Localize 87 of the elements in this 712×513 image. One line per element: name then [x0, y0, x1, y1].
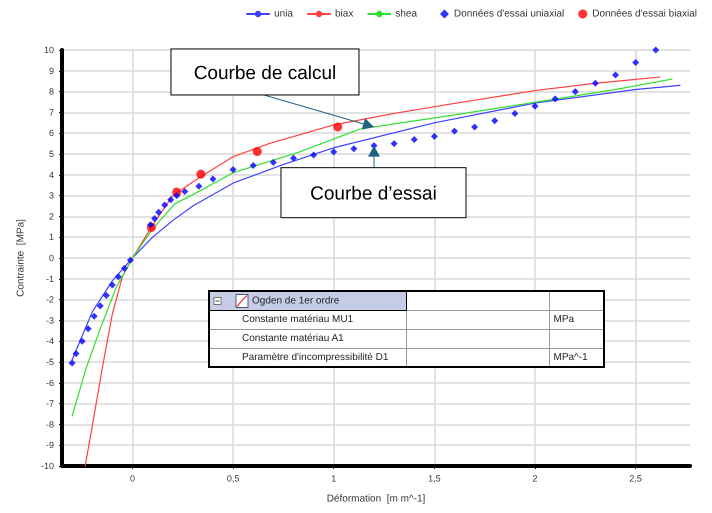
point: [532, 102, 539, 110]
annotation: MPa: [554, 314, 574, 325]
point: [96, 302, 104, 310]
point: [90, 312, 98, 320]
annotation: Paramètre d'incompressibilité D1: [242, 352, 388, 363]
y-tick-label: 2: [48, 211, 54, 222]
point: [310, 152, 318, 159]
x-tick-label: 2,5: [629, 474, 642, 484]
annotation: Constante matériau A1: [242, 333, 344, 344]
x-tick-label: 0,5: [226, 474, 240, 484]
point: [410, 136, 418, 143]
point: [209, 175, 216, 182]
x-tick-label: 2: [532, 474, 538, 484]
y-tick-label: -7: [46, 398, 54, 409]
legend-label: shea: [395, 8, 418, 20]
y-tick-label: -4: [46, 336, 54, 346]
y-tick-label: 3: [48, 190, 54, 201]
x-tick-label: 1,5: [428, 474, 441, 484]
y-tick-label: -8: [46, 419, 54, 430]
point: [250, 162, 257, 169]
point: [350, 145, 358, 152]
y-tick-label: 4: [48, 170, 54, 180]
y-tick-label: -3: [46, 315, 54, 326]
x-tick-label: 1: [331, 474, 336, 484]
y-tick-label: 0: [48, 253, 54, 263]
x-axis-title: Déformation [m m^-1]: [326, 494, 426, 504]
annotation: Ogden de 1er ordre: [252, 295, 340, 306]
legend-label: Données d'essai uniaxial: [454, 8, 564, 20]
point: [252, 147, 262, 156]
annotation: Constante matériau MU1: [242, 314, 354, 325]
y-tick-label: 1: [48, 232, 54, 242]
point: [102, 292, 110, 299]
point: [333, 122, 342, 132]
y-tick-label: 9: [48, 66, 54, 76]
point: [290, 154, 297, 162]
legend-label: biax: [334, 8, 354, 20]
point: [84, 325, 92, 332]
point: [195, 182, 202, 190]
point: [181, 188, 188, 195]
point: [78, 338, 86, 345]
point: [147, 221, 154, 228]
y-tick-label: 10: [44, 45, 54, 55]
point: [68, 360, 76, 367]
y-tick-label: 6: [48, 128, 54, 138]
y-tick-label: -5: [46, 357, 54, 367]
legend-label: Données d'essai biaxial: [592, 8, 698, 20]
annotation: Courbe d’essai: [310, 184, 437, 205]
line-series: [71, 78, 672, 417]
point: [167, 196, 174, 204]
point: [270, 158, 277, 166]
point: [108, 282, 116, 289]
y-axis-title: Contrainte [MPa]: [16, 218, 26, 297]
point: [114, 273, 122, 280]
point: [592, 80, 599, 87]
y-tick-label: -2: [46, 294, 54, 305]
point: [652, 46, 660, 54]
point: [612, 71, 620, 78]
point: [126, 256, 134, 264]
annotation: Courbe de calcul: [194, 62, 336, 84]
y-tick-label: -9: [46, 440, 54, 450]
point: [72, 350, 80, 358]
point: [491, 117, 498, 124]
y-tick-label: 7: [48, 107, 54, 118]
x-tick-label: 0: [130, 474, 135, 484]
point: [390, 140, 398, 148]
point: [161, 201, 168, 208]
y-tick-label: 8: [48, 86, 54, 97]
point: [451, 128, 458, 135]
point: [552, 95, 559, 102]
y-tick-label: -6: [46, 378, 54, 388]
point: [120, 264, 128, 272]
point: [471, 123, 478, 130]
point: [230, 166, 237, 174]
y-tick-label: -10: [40, 461, 54, 471]
point: [155, 208, 162, 216]
point: [151, 214, 158, 222]
point: [330, 148, 338, 156]
legend-label: unia: [274, 8, 294, 20]
y-tick-label: 5: [48, 149, 54, 159]
y-tick-label: -1: [46, 274, 54, 284]
point: [196, 170, 206, 179]
point: [430, 132, 438, 140]
point: [511, 110, 518, 117]
point: [572, 88, 579, 96]
annotation: MPa^-1: [554, 352, 588, 363]
point: [173, 192, 180, 200]
point: [632, 58, 640, 66]
